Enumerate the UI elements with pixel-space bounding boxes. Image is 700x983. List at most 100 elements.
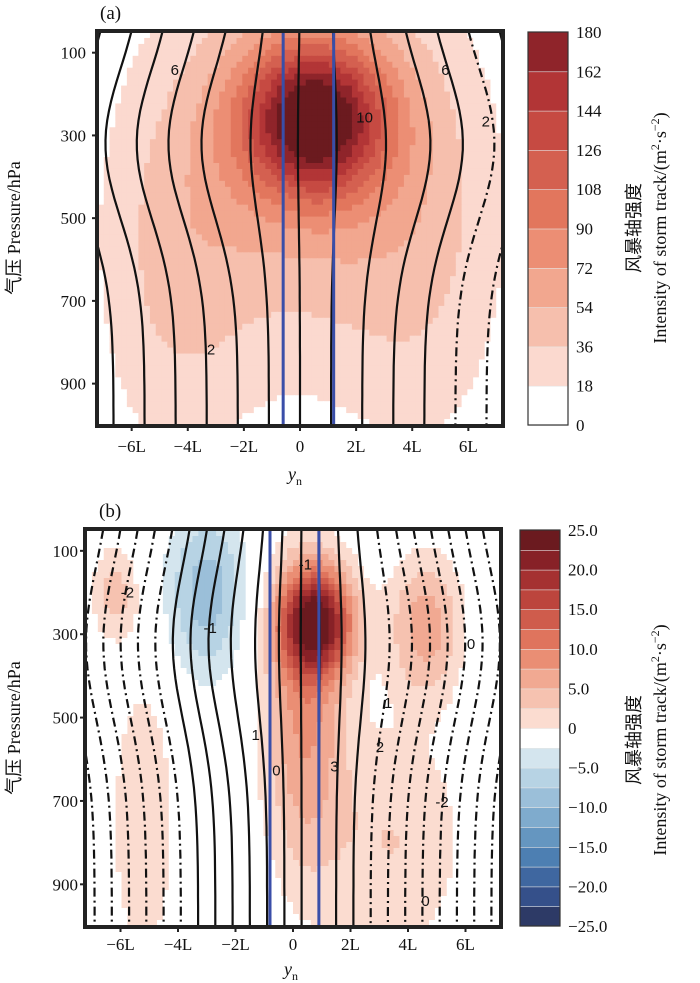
- heatmap-cell: [121, 151, 128, 158]
- heatmap-cell: [132, 157, 139, 164]
- heatmap-cell: [103, 97, 111, 105]
- heatmap-cell: [161, 282, 168, 289]
- heatmap-cell: [300, 157, 307, 164]
- heatmap-cell: [207, 151, 215, 158]
- heatmap-cell: [346, 359, 353, 367]
- heatmap-cell: [357, 252, 365, 259]
- heatmap-cell: [259, 198, 266, 206]
- contour-line: [135, 32, 177, 425]
- heatmap-cell: [294, 43, 301, 51]
- heatmap-cell: [473, 299, 480, 307]
- heatmap-cell: [392, 234, 399, 241]
- heatmap-cell: [126, 121, 134, 128]
- heatmap-cell: [230, 43, 238, 51]
- heatmap-cell: [178, 145, 186, 152]
- heatmap-cell: [184, 365, 191, 372]
- heatmap-cell: [196, 240, 203, 247]
- heatmap-cell: [178, 323, 186, 331]
- heatmap-cell: [426, 168, 434, 176]
- heatmap-cell: [236, 61, 243, 69]
- heatmap-cell: [490, 383, 497, 390]
- heatmap-cell: [392, 264, 399, 271]
- heatmap-cell: [259, 73, 266, 81]
- heatmap-cell: [276, 401, 284, 408]
- heatmap-cell: [455, 115, 463, 122]
- heatmap-cell: [386, 276, 393, 283]
- heatmap-cell: [323, 192, 330, 200]
- heatmap-cell: [144, 133, 151, 140]
- heatmap-cell: [224, 395, 232, 402]
- heatmap-cell: [167, 270, 174, 277]
- heatmap-cell: [155, 216, 163, 224]
- heatmap-cell: [421, 282, 428, 289]
- heatmap-cell: [271, 299, 278, 307]
- heatmap-cell: [421, 109, 428, 116]
- heatmap-cell: [282, 32, 290, 39]
- heatmap-cell: [253, 341, 261, 349]
- heatmap-cell: [323, 299, 330, 307]
- heatmap-cell: [415, 341, 422, 349]
- heatmap-cell: [207, 401, 215, 408]
- heatmap-cell: [403, 252, 411, 259]
- heatmap-cell: [450, 401, 457, 408]
- heatmap-cell: [421, 133, 428, 140]
- heatmap-cell: [207, 109, 215, 116]
- heatmap-cell: [317, 276, 324, 283]
- heatmap-cell: [494, 542, 500, 549]
- heatmap-cell: [271, 91, 278, 99]
- heatmap-cell: [155, 252, 163, 259]
- heatmap-cell: [201, 157, 209, 164]
- heatmap-cell: [248, 323, 255, 331]
- heatmap-cell: [467, 347, 474, 355]
- heatmap-cell: [109, 37, 116, 45]
- heatmap-cell: [357, 276, 365, 283]
- heatmap-cell: [236, 121, 243, 128]
- heatmap-cell: [386, 299, 393, 307]
- heatmap-cell: [276, 365, 284, 372]
- heatmap-cell: [450, 168, 457, 176]
- heatmap-cell: [190, 371, 197, 378]
- heatmap-cell: [236, 145, 243, 152]
- heatmap-cell: [276, 198, 284, 206]
- y-tick-label: 300: [61, 126, 87, 145]
- heatmap-cell: [155, 317, 163, 325]
- heatmap-cell: [207, 192, 215, 200]
- heatmap-cell: [461, 288, 468, 295]
- heatmap-cell: [452, 542, 460, 549]
- heatmap-cell: [340, 401, 347, 408]
- heatmap-cell: [224, 73, 232, 81]
- heatmap-cell: [149, 139, 157, 146]
- heatmap-cell: [98, 341, 105, 349]
- heatmap-cell: [340, 536, 347, 543]
- heatmap-cell: [242, 240, 249, 247]
- heatmap-cell: [167, 103, 174, 110]
- heatmap-cell: [288, 299, 295, 307]
- heatmap-cell: [174, 530, 182, 537]
- heatmap-cell: [190, 264, 197, 271]
- heatmap-cell: [496, 121, 502, 128]
- heatmap-cell: [242, 335, 249, 343]
- heatmap-cell: [478, 174, 486, 182]
- heatmap-cell: [265, 216, 272, 224]
- heatmap-cell: [450, 299, 457, 307]
- heatmap-cell: [115, 323, 122, 331]
- contour-line: [296, 32, 302, 425]
- heatmap-cell: [409, 127, 417, 134]
- heatmap-cell: [115, 37, 122, 45]
- heatmap-cell: [196, 163, 203, 170]
- heatmap-cell: [161, 222, 168, 230]
- heatmap-cell: [109, 145, 116, 152]
- heatmap-cell: [178, 97, 186, 105]
- heatmap-cell: [288, 359, 295, 367]
- heatmap-cell: [409, 371, 417, 378]
- heatmap-cell: [155, 139, 163, 146]
- heatmap-cell: [230, 151, 238, 158]
- heatmap-cell: [461, 323, 468, 331]
- heatmap-cell: [173, 133, 180, 140]
- heatmap-cell: [103, 353, 111, 361]
- heatmap-cell: [219, 264, 226, 271]
- contour-line: [200, 32, 239, 425]
- heatmap-cell: [219, 365, 226, 372]
- heatmap-cell: [351, 67, 359, 75]
- heatmap-cell: [426, 311, 434, 319]
